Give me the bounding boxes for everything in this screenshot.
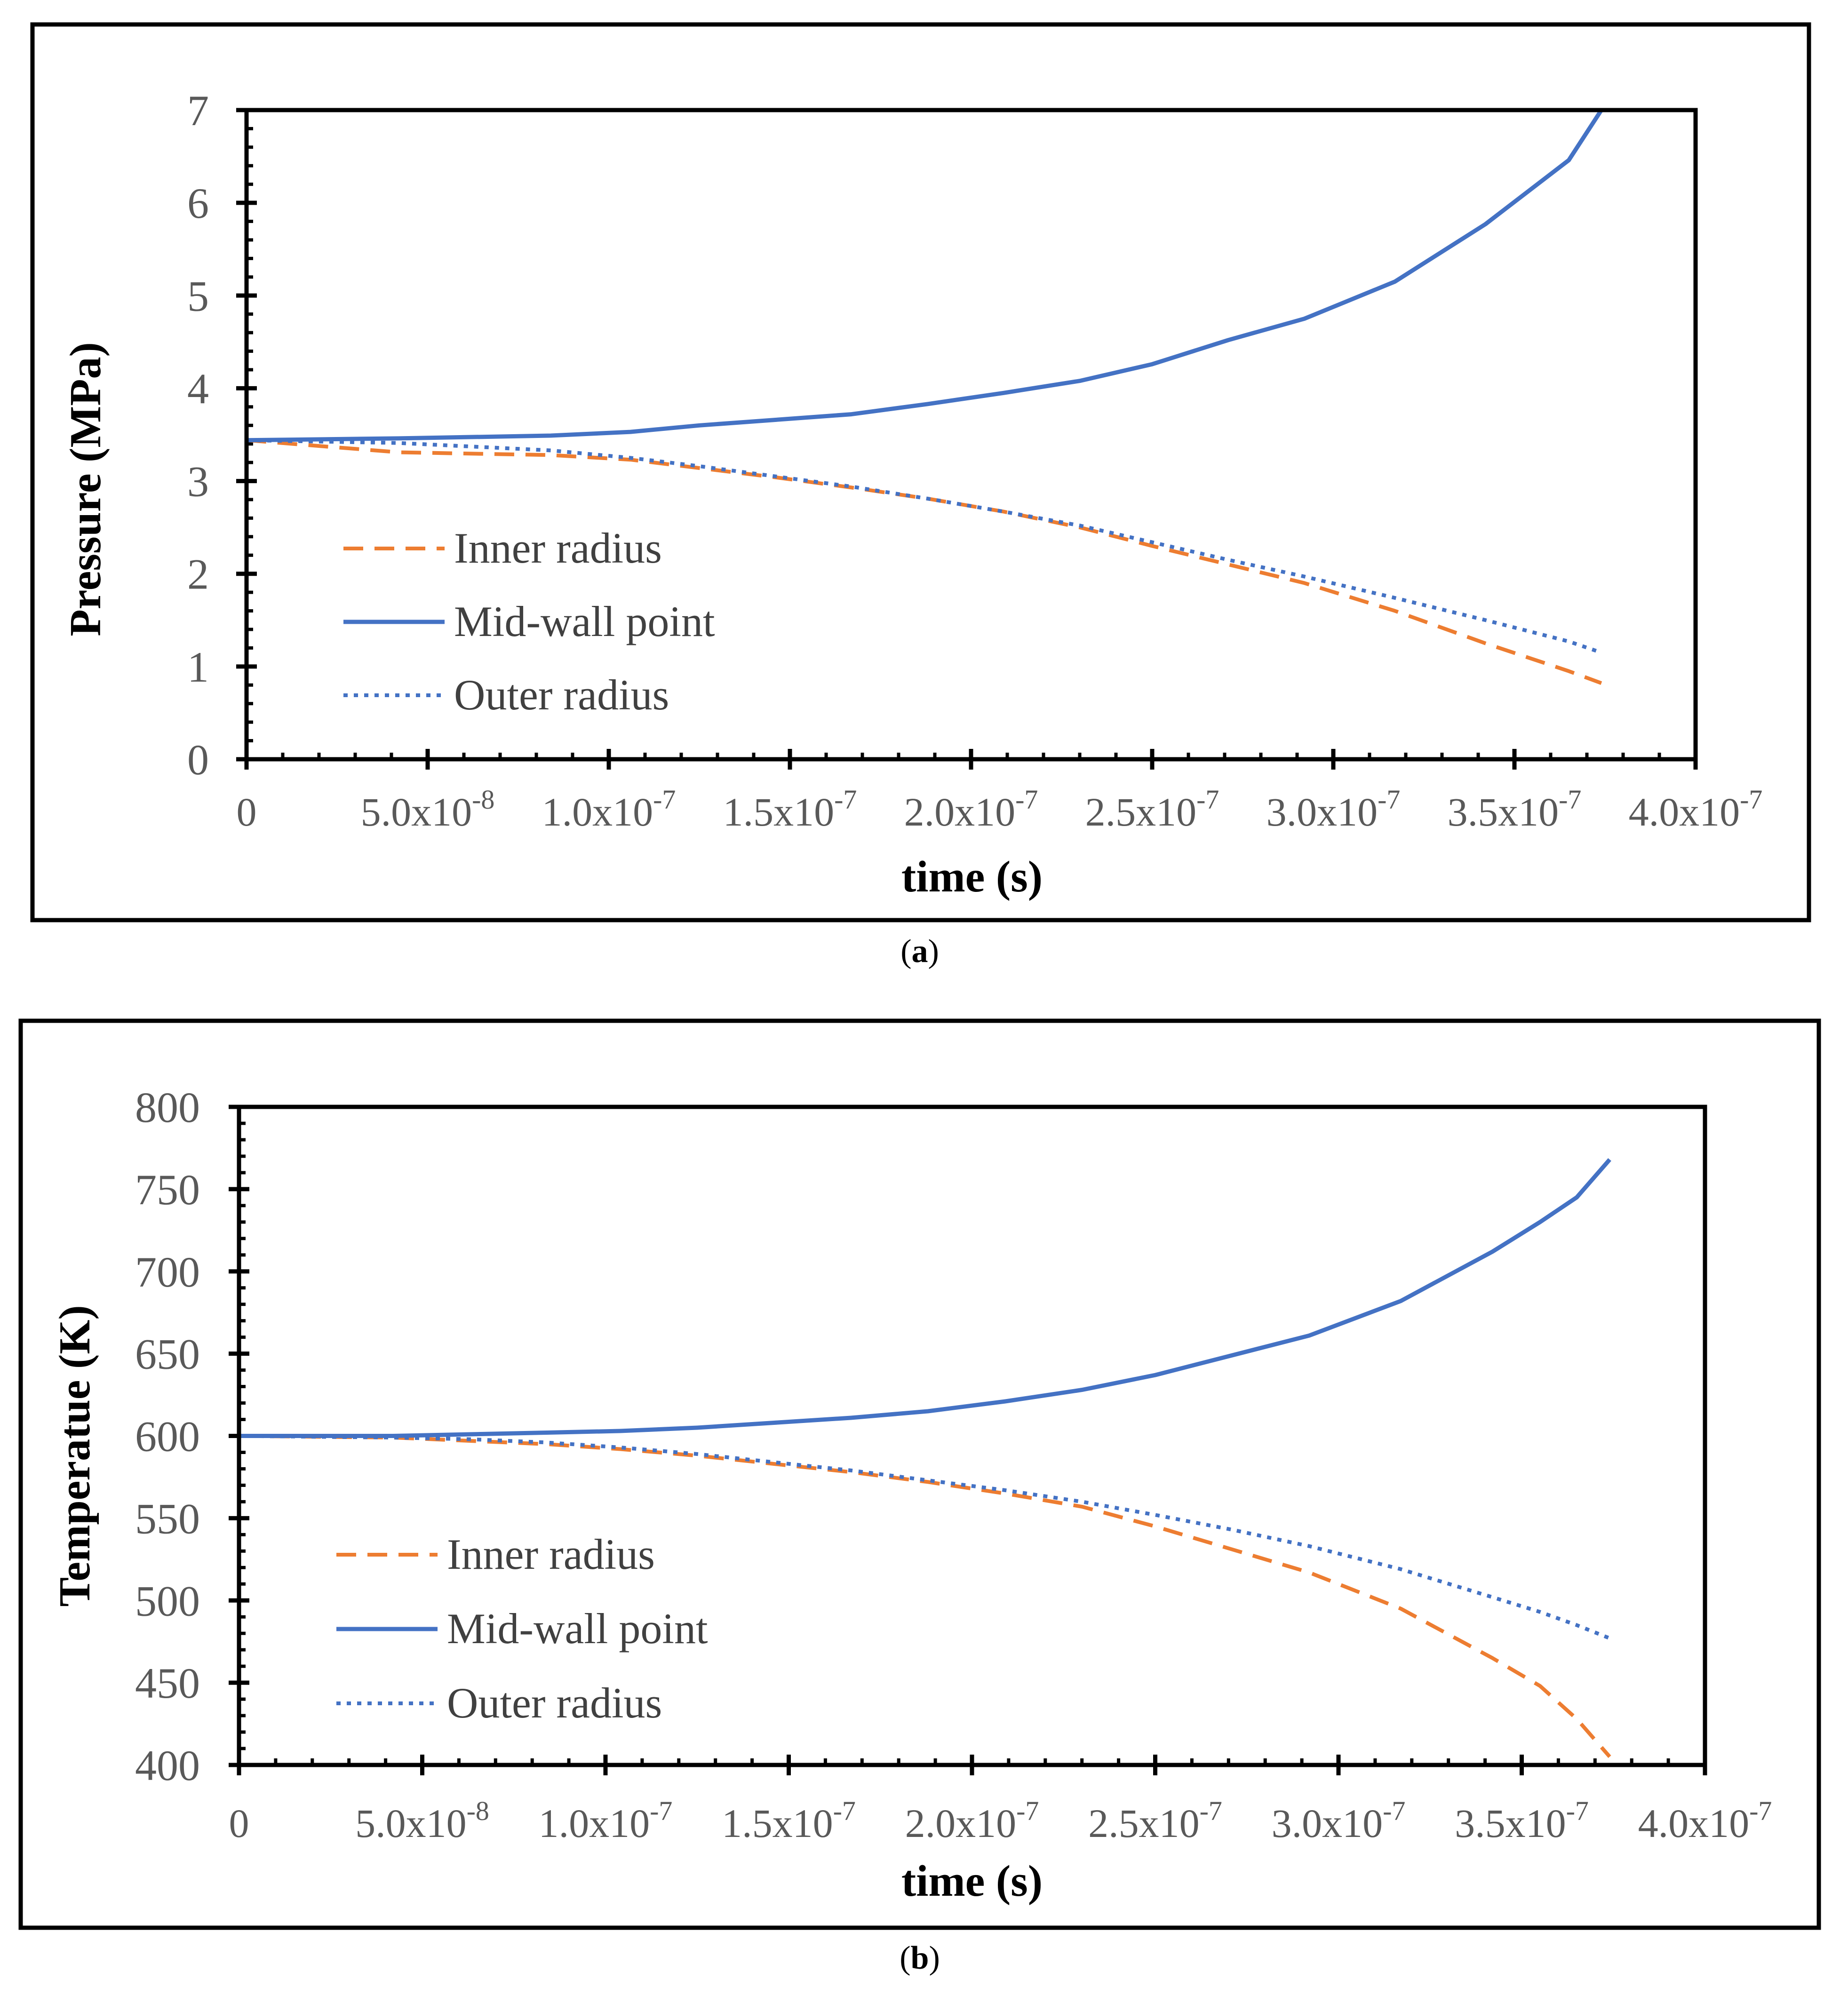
panel-b-series-mid-wall-point bbox=[239, 1158, 1611, 1438]
panel-b-x-axis-title: time (s) bbox=[901, 1857, 1043, 1906]
panel-b-x-tick-label: 2.0x10-7 bbox=[905, 1796, 1039, 1846]
panel-a-caption-letter: a bbox=[912, 933, 928, 970]
panel-a-x-tick-label: 1.0x10-7 bbox=[542, 784, 676, 835]
panel-a-x-axis-title: time (s) bbox=[901, 852, 1043, 901]
panel-a-x-tick-label: 1.5x10-7 bbox=[723, 784, 857, 835]
panel-b-x-tick-label: 3.5x10-7 bbox=[1455, 1796, 1589, 1846]
panel-a-caption: (a) bbox=[900, 933, 939, 970]
panel-b-y-axis-title: Temperatue (K) bbox=[50, 1305, 99, 1606]
panel-a-x-tick-label: 2.5x10-7 bbox=[1085, 784, 1219, 835]
panel-b-y-tick-label: 550 bbox=[135, 1494, 200, 1542]
panel-a-x-tick-label: 3.0x10-7 bbox=[1267, 784, 1401, 835]
panel-a-series-mid-wall-point bbox=[246, 109, 1603, 443]
panel-b-x-tick-label: 1.0x10-7 bbox=[539, 1796, 673, 1846]
panel-b-y-tick-label: 450 bbox=[135, 1659, 200, 1707]
panel-b-caption-letter: b bbox=[911, 1940, 929, 1976]
panel-b-x-tick-label: 2.5x10-7 bbox=[1088, 1796, 1222, 1846]
panel-b-y-tick-label: 400 bbox=[135, 1741, 200, 1789]
panel-a-x-tick-label: 2.0x10-7 bbox=[904, 784, 1038, 835]
panel-b-x-tick-label: 5.0x10-8 bbox=[355, 1796, 489, 1846]
panel-b-frame bbox=[18, 1018, 1821, 1930]
panel-a-x-tick-label: 0 bbox=[237, 789, 257, 835]
panel-b-x-tick-label: 4.0x10-7 bbox=[1638, 1796, 1772, 1846]
panel-a-y-tick-label: 0 bbox=[187, 736, 209, 784]
panel-b-series-inner-radius bbox=[239, 1434, 1611, 1758]
panel-a-frame bbox=[30, 22, 1811, 922]
panel-b-x-tick-label: 1.5x10-7 bbox=[722, 1796, 856, 1846]
panel-a-y-tick-label: 5 bbox=[187, 272, 209, 320]
panel-b-y-tick-label: 600 bbox=[135, 1413, 200, 1461]
panel-b-y-tick-label: 650 bbox=[135, 1330, 200, 1378]
panel-a-legend-label: Inner radius bbox=[454, 524, 662, 572]
panel-a-x-tick-label: 3.5x10-7 bbox=[1448, 784, 1582, 835]
panel-b-plot-area bbox=[237, 1105, 1707, 1767]
panel-b-legend-label: Mid-wall point bbox=[447, 1605, 708, 1653]
panel-a-y-tick-label: 3 bbox=[187, 458, 209, 506]
panel-a-y-tick-label: 4 bbox=[187, 365, 209, 413]
panel-a-plot-area bbox=[244, 108, 1698, 762]
panel-b-y-tick-label: 750 bbox=[135, 1166, 200, 1214]
panel-b-x-tick-label: 0 bbox=[229, 1801, 249, 1846]
panel-a-pressure-chart: 0 1 2 3 4 5 6 7 0 5.0x10-8 1.0x10-7 1.5x10-7 2.0x10-… bbox=[30, 22, 1811, 970]
panel-a-y-tick-label: 6 bbox=[187, 179, 209, 227]
panel-b-legend-label: Outer radius bbox=[447, 1679, 662, 1727]
panel-b-legend-label: Inner radius bbox=[447, 1530, 655, 1578]
panel-b-y-tick-label: 500 bbox=[135, 1577, 200, 1625]
panel-b-y-tick-label: 800 bbox=[135, 1083, 200, 1131]
panel-a-series-outer-radius bbox=[246, 438, 1602, 655]
panel-a-legend-label: Mid-wall point bbox=[454, 597, 715, 645]
panel-b-y-tick-label: 700 bbox=[135, 1248, 200, 1296]
panel-a-y-tick-label: 7 bbox=[187, 87, 209, 135]
panel-b-caption: (b) bbox=[900, 1940, 940, 1976]
panel-a-x-tick-label: 4.0x10-7 bbox=[1629, 784, 1763, 835]
panel-a-series-inner-radius bbox=[246, 438, 1602, 685]
panel-a-y-axis-title: Pressure (MPa) bbox=[61, 342, 110, 636]
panel-b-series-outer-radius bbox=[239, 1434, 1610, 1640]
panel-a-legend-label: Outer radius bbox=[454, 671, 669, 719]
panel-b-temperature-chart: 400 450 500 550 600 650 700 750 800 0 5.0x10-8 1.0x… bbox=[18, 1018, 1821, 1976]
panel-a-y-tick-label: 1 bbox=[187, 643, 209, 691]
panel-a-y-tick-label: 2 bbox=[187, 550, 209, 598]
panel-b-x-tick-label: 3.0x10-7 bbox=[1272, 1796, 1406, 1846]
panel-a-x-tick-label: 5.0x10-8 bbox=[361, 784, 495, 835]
